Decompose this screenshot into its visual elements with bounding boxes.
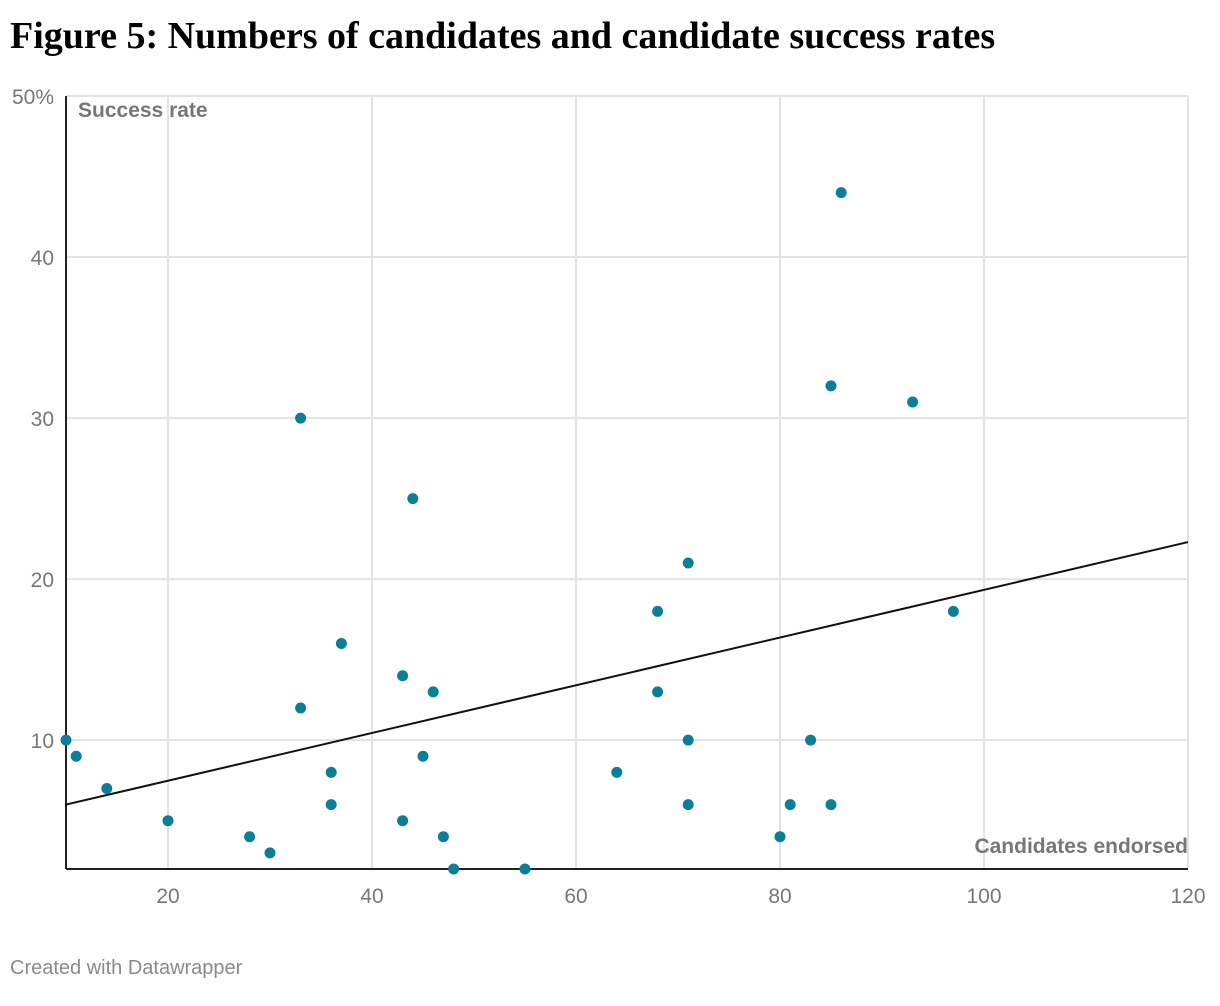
data-point (437, 831, 449, 843)
data-point (325, 799, 337, 811)
data-point (682, 799, 694, 811)
data-point (682, 734, 694, 746)
data-point (805, 734, 817, 746)
axes: 20 40 60 80 100 120 10 20 30 40 50% (12, 86, 1206, 908)
data-point (835, 187, 847, 199)
trendline-layer (65, 541, 1189, 806)
credit-line: Created with Datawrapper (10, 957, 243, 979)
x-tick-label: 60 (564, 885, 587, 908)
data-point (448, 863, 460, 875)
data-points (60, 187, 959, 875)
data-point (325, 766, 337, 778)
data-point (295, 702, 307, 714)
data-point (101, 782, 113, 794)
data-point (60, 734, 72, 746)
x-axis-label: Candidates endorsed (974, 835, 1188, 858)
x-tick-label: 20 (156, 885, 179, 908)
data-point (947, 605, 959, 617)
data-point (784, 799, 796, 811)
data-point (407, 493, 419, 505)
y-tick-label: 50% (12, 86, 54, 109)
data-point (397, 815, 409, 827)
data-point (70, 750, 82, 762)
y-tick-label: 40 (31, 247, 54, 270)
data-point (774, 831, 786, 843)
x-tick-label: 40 (360, 885, 383, 908)
x-tick-label: 120 (1170, 885, 1205, 908)
data-point (652, 686, 664, 698)
data-point (417, 750, 429, 762)
data-point (335, 638, 347, 650)
data-point (295, 412, 307, 424)
y-tick-label: 10 (31, 730, 54, 753)
x-tick-label: 80 (768, 885, 791, 908)
data-point (652, 605, 664, 617)
data-point (519, 863, 531, 875)
data-point (264, 847, 276, 859)
data-point (825, 380, 837, 392)
data-point (907, 396, 919, 408)
data-point (825, 799, 837, 811)
data-point (162, 815, 174, 827)
y-tick-label: 30 (31, 408, 54, 431)
y-axis-label: Success rate (78, 99, 208, 122)
data-point (397, 670, 409, 682)
data-point (611, 766, 623, 778)
data-point (427, 686, 439, 698)
gridlines (66, 95, 1189, 869)
data-point (682, 557, 694, 569)
x-tick-label: 100 (966, 885, 1001, 908)
trend-line (65, 541, 1189, 806)
data-point (244, 831, 256, 843)
chart-title: Figure 5: Numbers of candidates and cand… (10, 15, 996, 57)
y-tick-label: 20 (31, 569, 54, 592)
